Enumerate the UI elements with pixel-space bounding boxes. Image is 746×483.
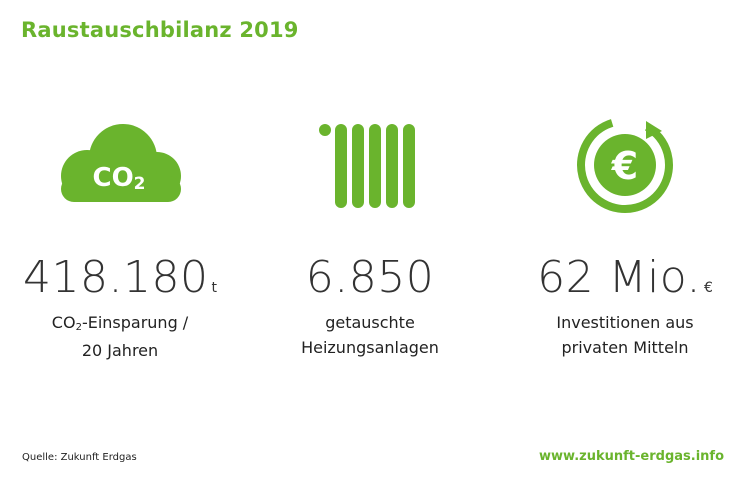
stat-co2: CO2 418.180 t CO2-Einsparung / 20 Jahren xyxy=(0,110,240,363)
stat-value: 62 Mio. xyxy=(537,252,701,303)
co2-cloud-icon: CO2 xyxy=(0,110,240,220)
stat-value: 6.850 xyxy=(305,252,435,303)
source-note: Quelle: Zukunft Erdgas xyxy=(22,452,137,463)
stat-description: getauschte Heizungsanlagen xyxy=(301,313,439,357)
stat-value: 418.180 xyxy=(23,252,209,303)
stat-unit: t xyxy=(211,280,217,296)
stat-description: CO2-Einsparung / 20 Jahren xyxy=(51,313,189,360)
euro-cycle-icon: € xyxy=(505,110,745,220)
stat-description: Investitionen aus privaten Mitteln xyxy=(556,313,694,357)
stat-heating: 6.850 getauschte Heizungsanlagen xyxy=(250,110,490,360)
stat-unit: € xyxy=(703,280,713,296)
svg-text:€: € xyxy=(611,144,638,188)
website-link[interactable]: www.zukunft-erdgas.info xyxy=(539,449,724,464)
page-title: Raustauschbilanz 2019 xyxy=(21,18,299,42)
stat-investment: € 62 Mio. € Investitionen aus privaten Mi… xyxy=(505,110,745,360)
radiator-icon xyxy=(250,110,490,220)
svg-text:CO2: CO2 xyxy=(92,163,145,194)
